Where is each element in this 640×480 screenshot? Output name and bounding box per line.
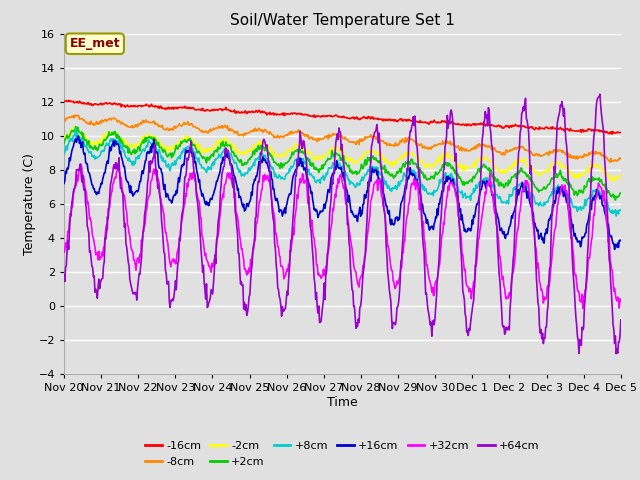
Title: Soil/Water Temperature Set 1: Soil/Water Temperature Set 1 [230, 13, 455, 28]
Y-axis label: Temperature (C): Temperature (C) [22, 153, 36, 255]
Text: EE_met: EE_met [70, 37, 120, 50]
Legend: -16cm, -8cm, -2cm, +2cm, +8cm, +16cm, +32cm, +64cm: -16cm, -8cm, -2cm, +2cm, +8cm, +16cm, +3… [141, 437, 544, 471]
X-axis label: Time: Time [327, 396, 358, 409]
